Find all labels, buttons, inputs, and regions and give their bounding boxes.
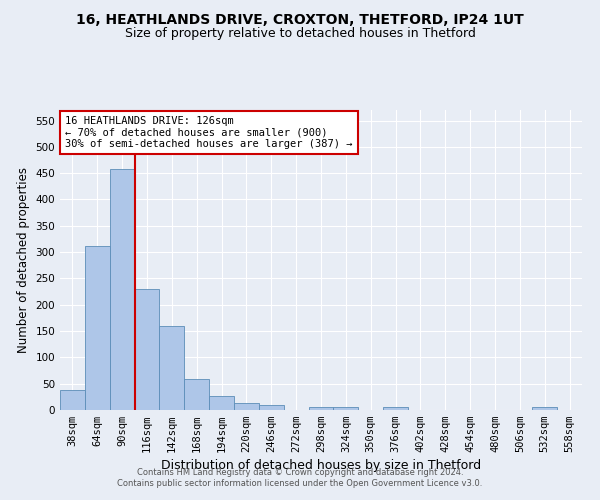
Bar [383,408,408,410]
Bar [234,403,259,410]
Bar [60,390,85,410]
Bar [209,396,234,410]
Text: 16 HEATHLANDS DRIVE: 126sqm
← 70% of detached houses are smaller (900)
30% of se: 16 HEATHLANDS DRIVE: 126sqm ← 70% of det… [65,116,353,149]
Bar [85,246,110,410]
Text: 16, HEATHLANDS DRIVE, CROXTON, THETFORD, IP24 1UT: 16, HEATHLANDS DRIVE, CROXTON, THETFORD,… [76,12,524,26]
Bar [110,170,134,410]
Bar [334,407,358,410]
Text: Contains HM Land Registry data © Crown copyright and database right 2024.
Contai: Contains HM Land Registry data © Crown c… [118,468,482,487]
Bar [259,406,284,410]
Bar [308,408,334,410]
Bar [160,326,184,410]
Text: Size of property relative to detached houses in Thetford: Size of property relative to detached ho… [125,28,475,40]
X-axis label: Distribution of detached houses by size in Thetford: Distribution of detached houses by size … [161,460,481,472]
Y-axis label: Number of detached properties: Number of detached properties [17,167,30,353]
Bar [184,380,209,410]
Bar [134,289,160,410]
Bar [532,408,557,410]
